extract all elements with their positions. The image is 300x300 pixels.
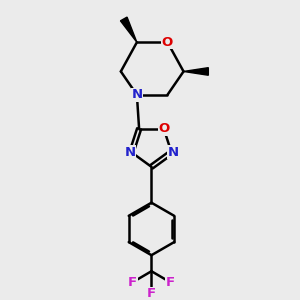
Polygon shape [184,68,208,75]
Text: N: N [124,146,136,159]
Text: O: O [162,36,173,49]
Text: O: O [158,122,169,135]
Polygon shape [120,17,137,42]
Text: N: N [131,88,142,101]
Text: F: F [128,276,137,289]
Text: F: F [166,276,175,289]
Text: F: F [147,287,156,300]
Text: N: N [167,146,178,159]
